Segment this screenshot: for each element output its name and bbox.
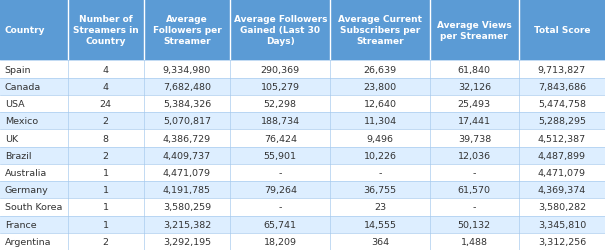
Text: 364: 364: [371, 237, 389, 246]
Text: 3,345,810: 3,345,810: [538, 220, 586, 229]
Bar: [0, 130, 605, 147]
Text: 3,312,256: 3,312,256: [538, 237, 586, 246]
Text: 24: 24: [100, 100, 111, 109]
Text: 5,070,817: 5,070,817: [163, 117, 211, 126]
Text: 1,488: 1,488: [461, 237, 488, 246]
Text: 18,209: 18,209: [264, 237, 297, 246]
Text: 4,471,079: 4,471,079: [163, 168, 211, 177]
Text: 5,288,295: 5,288,295: [538, 117, 586, 126]
Bar: [0, 78, 605, 96]
Text: 4,409,737: 4,409,737: [163, 151, 211, 160]
Text: USA: USA: [5, 100, 24, 109]
Text: 4: 4: [103, 65, 108, 74]
Text: 3,580,259: 3,580,259: [163, 202, 211, 211]
Text: -: -: [473, 202, 476, 211]
Text: 65,741: 65,741: [264, 220, 297, 229]
Text: 4: 4: [103, 82, 108, 92]
Bar: [0, 181, 605, 198]
Text: South Korea: South Korea: [5, 202, 62, 211]
Text: 23,800: 23,800: [364, 82, 397, 92]
Text: 105,279: 105,279: [261, 82, 300, 92]
Text: -: -: [279, 168, 282, 177]
Text: Mexico: Mexico: [5, 117, 38, 126]
Text: 3,580,282: 3,580,282: [538, 202, 586, 211]
Text: 9,713,827: 9,713,827: [538, 65, 586, 74]
Text: 4,369,374: 4,369,374: [538, 186, 586, 194]
Text: 10,226: 10,226: [364, 151, 396, 160]
Text: 12,036: 12,036: [458, 151, 491, 160]
Text: Average
Followers per
Streamer: Average Followers per Streamer: [152, 15, 221, 46]
Text: 55,901: 55,901: [264, 151, 297, 160]
Text: 9,334,980: 9,334,980: [163, 65, 211, 74]
Text: 4,471,079: 4,471,079: [538, 168, 586, 177]
Text: Argentina: Argentina: [5, 237, 51, 246]
Text: 61,840: 61,840: [458, 65, 491, 74]
Text: Average Views
per Streamer: Average Views per Streamer: [437, 20, 512, 41]
Text: 1: 1: [103, 202, 108, 211]
Text: 14,555: 14,555: [364, 220, 396, 229]
Text: France: France: [5, 220, 36, 229]
Text: 4,386,729: 4,386,729: [163, 134, 211, 143]
Text: 9,496: 9,496: [367, 134, 394, 143]
Text: -: -: [473, 168, 476, 177]
Text: Germany: Germany: [5, 186, 48, 194]
Bar: [0, 96, 605, 113]
Text: 11,304: 11,304: [364, 117, 397, 126]
Text: 17,441: 17,441: [458, 117, 491, 126]
Bar: [0, 216, 605, 233]
Bar: [0, 113, 605, 130]
Text: 7,843,686: 7,843,686: [538, 82, 586, 92]
Text: 50,132: 50,132: [458, 220, 491, 229]
Text: Australia: Australia: [5, 168, 47, 177]
Bar: [0, 147, 605, 164]
Text: 79,264: 79,264: [264, 186, 297, 194]
Bar: [0, 198, 605, 216]
Text: 36,755: 36,755: [364, 186, 397, 194]
Text: Canada: Canada: [5, 82, 41, 92]
Bar: [0, 164, 605, 181]
Text: 25,493: 25,493: [458, 100, 491, 109]
Text: 4,191,785: 4,191,785: [163, 186, 211, 194]
Text: 1: 1: [103, 168, 108, 177]
Text: -: -: [378, 168, 382, 177]
Text: 4,487,899: 4,487,899: [538, 151, 586, 160]
Text: Spain: Spain: [5, 65, 31, 74]
Text: 3,215,382: 3,215,382: [163, 220, 211, 229]
Text: 2: 2: [103, 151, 108, 160]
Bar: [0, 61, 605, 78]
Text: 1: 1: [103, 186, 108, 194]
Bar: [0, 0, 605, 61]
Text: 2: 2: [103, 237, 108, 246]
Text: Total Score: Total Score: [534, 26, 590, 35]
Text: 5,474,758: 5,474,758: [538, 100, 586, 109]
Text: 26,639: 26,639: [364, 65, 397, 74]
Text: 3,292,195: 3,292,195: [163, 237, 211, 246]
Text: 76,424: 76,424: [264, 134, 297, 143]
Bar: [0, 233, 605, 250]
Text: Average Followers
Gained (Last 30
Days): Average Followers Gained (Last 30 Days): [234, 15, 327, 46]
Text: Average Current
Subscribers per
Streamer: Average Current Subscribers per Streamer: [338, 15, 422, 46]
Text: 7,682,480: 7,682,480: [163, 82, 211, 92]
Text: Brazil: Brazil: [5, 151, 31, 160]
Text: 8: 8: [103, 134, 108, 143]
Text: Country: Country: [5, 26, 45, 35]
Text: 188,734: 188,734: [261, 117, 300, 126]
Text: Number of
Streamers in
Country: Number of Streamers in Country: [73, 15, 139, 46]
Text: 290,369: 290,369: [261, 65, 300, 74]
Text: UK: UK: [5, 134, 18, 143]
Text: 2: 2: [103, 117, 108, 126]
Text: -: -: [279, 202, 282, 211]
Text: 32,126: 32,126: [458, 82, 491, 92]
Text: 4,512,387: 4,512,387: [538, 134, 586, 143]
Text: 23: 23: [374, 202, 386, 211]
Text: 52,298: 52,298: [264, 100, 297, 109]
Text: 61,570: 61,570: [458, 186, 491, 194]
Text: 5,384,326: 5,384,326: [163, 100, 211, 109]
Text: 39,738: 39,738: [458, 134, 491, 143]
Text: 12,640: 12,640: [364, 100, 396, 109]
Text: 1: 1: [103, 220, 108, 229]
